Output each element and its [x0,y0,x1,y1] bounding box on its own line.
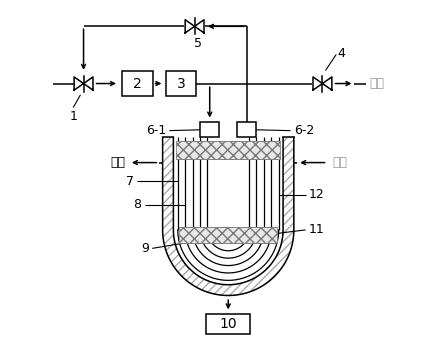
Text: 空气: 空气 [369,77,385,90]
Text: 氩气: 氩气 [111,156,126,169]
Text: 5: 5 [194,37,202,50]
Bar [176,141,280,159]
Bar [201,122,219,137]
Text: 12: 12 [309,188,325,201]
Text: 6-2: 6-2 [294,124,314,137]
Text: 4: 4 [338,47,346,60]
Text: 7: 7 [126,175,134,188]
Bar [206,314,250,334]
Bar [166,71,196,96]
Bar [179,226,277,244]
Text: 氩气: 氩气 [333,156,347,169]
Bar [237,122,256,137]
Bar [173,137,283,230]
Text: 6-1: 6-1 [146,124,166,137]
Text: 8: 8 [133,198,141,211]
Text: 3: 3 [177,77,186,91]
Polygon shape [163,137,294,295]
Bar [122,71,152,96]
Text: 11: 11 [309,223,325,236]
Text: 2: 2 [133,77,142,91]
Text: 9: 9 [141,242,149,255]
Text: 10: 10 [219,317,237,331]
Text: 1: 1 [70,110,78,123]
